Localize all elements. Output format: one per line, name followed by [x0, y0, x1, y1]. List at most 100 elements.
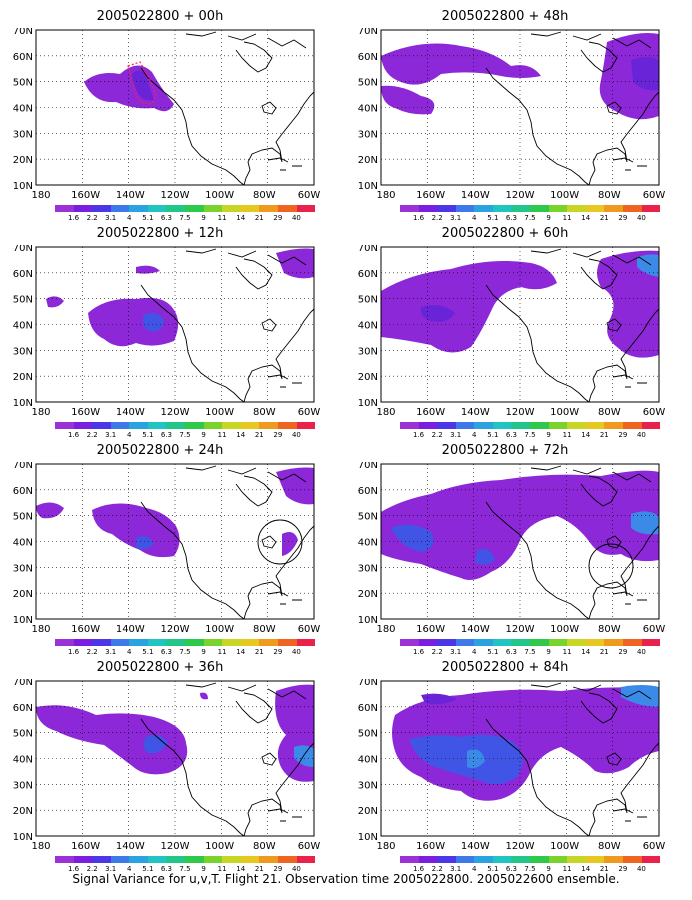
- variance-region: [36, 502, 64, 519]
- x-tick-label: 100W: [205, 624, 234, 635]
- panel-title: 2005022800 + 72h: [441, 443, 569, 458]
- colorbar-label: 5.1: [142, 214, 154, 222]
- x-tick-label: 100W: [205, 841, 234, 852]
- colorbar-swatch: [437, 856, 456, 863]
- variance-region: [381, 470, 659, 580]
- colorbar-label: 11: [562, 865, 572, 873]
- x-tick-label: 140W: [461, 407, 490, 418]
- colorbar-label: 29: [273, 865, 283, 873]
- x-tick-label: 140W: [116, 190, 145, 201]
- x-tick-label: 180: [376, 407, 395, 418]
- x-tick-label: 60W: [298, 190, 320, 201]
- coastline: [185, 31, 307, 49]
- colorbar-swatch: [418, 856, 438, 863]
- colorbar-swatch: [240, 856, 260, 863]
- y-tick-label: 40N: [13, 321, 33, 332]
- colorbar-label: 3.1: [105, 648, 117, 656]
- colorbar-swatch: [147, 205, 167, 212]
- colorbar-swatch: [567, 205, 586, 212]
- colorbar-swatch: [240, 639, 260, 646]
- x-tick-label: 100W: [205, 190, 234, 201]
- variance-region: [46, 296, 64, 308]
- colorbar-swatch: [129, 856, 148, 863]
- colorbar-swatch: [455, 205, 475, 212]
- colorbar-label: 1.6: [67, 865, 80, 873]
- variance-region: [420, 305, 455, 322]
- variance-region: [136, 265, 160, 274]
- colorbar-label: 6.3: [160, 214, 172, 222]
- colorbar-label: 4: [127, 431, 132, 439]
- map-plot: 70N 60N 50N 40N 30N 20N 10N 180 160W 140W 120W 100W…: [345, 679, 665, 856]
- coastline: [261, 752, 277, 766]
- colorbar-label: 29: [618, 431, 628, 439]
- x-tick-label: 80W: [598, 841, 621, 852]
- x-tick-label: 60W: [643, 190, 665, 201]
- x-tick-label: 120W: [161, 624, 190, 635]
- colorbar-label: 1.6: [67, 648, 80, 656]
- colorbar-label: 21: [599, 865, 609, 873]
- colorbar-swatch: [166, 205, 186, 212]
- colorbar-label: 14: [581, 431, 591, 439]
- x-tick-label: 140W: [461, 190, 490, 201]
- colorbar-label: 6.3: [160, 431, 172, 439]
- colorbar-swatch: [511, 639, 531, 646]
- colorbar-label: 9: [201, 648, 206, 656]
- colorbar-label: 1.6: [412, 865, 425, 873]
- y-tick-label: 30N: [13, 563, 33, 574]
- colorbar-swatch: [418, 422, 438, 429]
- y-tick-label: 10N: [13, 181, 33, 192]
- x-tick-label: 120W: [506, 624, 535, 635]
- colorbar-label: 3.1: [450, 648, 462, 656]
- colorbar: 1.6 2.2 3.1 4 5.1 6.3 7.5 9 11 14 21 29 40: [400, 639, 661, 659]
- colorbar-swatch: [277, 639, 297, 646]
- colorbar-swatch: [92, 205, 111, 212]
- colorbar-swatch: [400, 856, 419, 863]
- colorbar-swatch: [511, 205, 531, 212]
- panel-title: 2005022800 + 48h: [441, 9, 569, 24]
- y-tick-label: 70N: [13, 462, 33, 471]
- colorbar-swatch: [400, 422, 419, 429]
- colorbar-label: 21: [254, 431, 264, 439]
- colorbar-label: 6.3: [505, 648, 517, 656]
- y-tick-label: 10N: [13, 615, 33, 626]
- coastline: [612, 374, 647, 388]
- y-tick-label: 40N: [13, 755, 33, 766]
- panel-title: 2005022800 + 84h: [441, 660, 569, 675]
- variance-region: [409, 734, 523, 785]
- colorbar-swatch: [110, 422, 130, 429]
- map-plot: 70N 60N 50N 40N 30N 20N 10N 180 160W 140W 120W 100W…: [0, 679, 320, 856]
- x-tick-label: 180: [31, 407, 50, 418]
- colorbar-swatch: [585, 422, 605, 429]
- variance-region: [294, 745, 314, 767]
- colorbar-label: 11: [562, 214, 572, 222]
- colorbar-label: 5.1: [487, 214, 499, 222]
- map-panel: 2005022800 + 00h 70N 60N 50N 40N 30N 20N 10N 180…: [0, 8, 320, 223]
- colorbar-label: 2.2: [431, 214, 443, 222]
- colorbar-label: 1.6: [67, 214, 80, 222]
- colorbar-label: 11: [217, 865, 227, 873]
- colorbar-label: 1.6: [412, 431, 425, 439]
- x-tick-label: 160W: [71, 190, 100, 201]
- coastline: [267, 591, 302, 605]
- colorbar-swatch: [492, 422, 512, 429]
- coastline: [612, 157, 647, 171]
- colorbar-swatch: [296, 639, 316, 646]
- x-tick-label: 160W: [416, 407, 445, 418]
- colorbar-swatch: [641, 422, 661, 429]
- coastline: [243, 308, 315, 403]
- variance-region: [381, 261, 557, 353]
- variance-region: [599, 33, 659, 120]
- colorbar-swatch: [277, 422, 297, 429]
- x-tick-label: 140W: [116, 407, 145, 418]
- colorbar-swatch: [548, 856, 568, 863]
- map-plot: 70N 60N 50N 40N 30N 20N 10N 180 160W 140W 120W 100W…: [345, 245, 665, 422]
- colorbar-swatch: [73, 422, 93, 429]
- colorbar-label: 1.6: [412, 214, 425, 222]
- colorbar-swatch: [147, 422, 167, 429]
- coastline: [235, 692, 273, 724]
- colorbar-swatch: [110, 639, 130, 646]
- coastline: [243, 525, 315, 620]
- x-tick-label: 180: [31, 841, 50, 852]
- colorbar-swatch: [492, 856, 512, 863]
- colorbar-swatch: [622, 205, 642, 212]
